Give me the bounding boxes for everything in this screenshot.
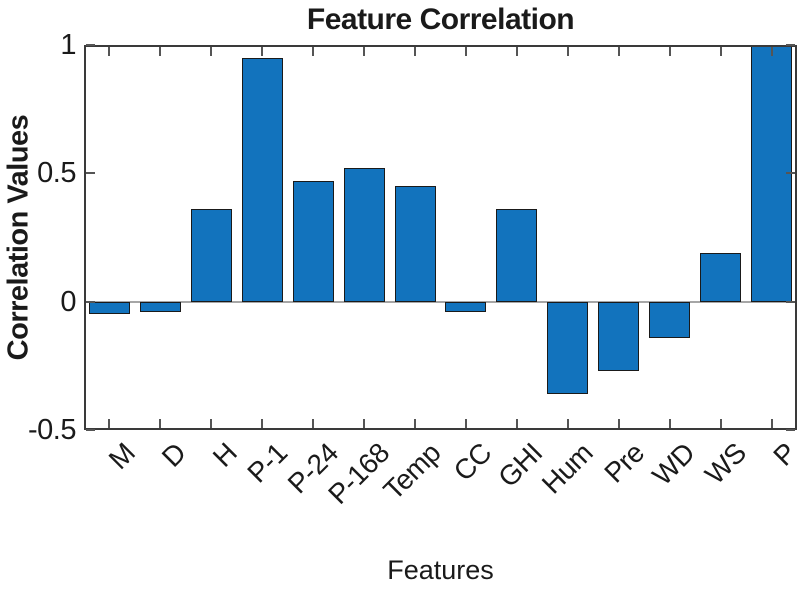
chart-title: Feature Correlation (306, 3, 575, 36)
x-tick-top (312, 47, 315, 56)
x-tick-top (464, 47, 467, 56)
x-tick-top (159, 47, 162, 56)
y-tick-right (786, 172, 795, 175)
x-tick-bottom (108, 419, 111, 428)
y-tick-label-0: 0 (60, 285, 76, 318)
bar-P-24 (292, 181, 334, 302)
bar-P-1 (241, 57, 283, 302)
bar-Temp (394, 186, 436, 302)
x-tick-top (515, 47, 518, 56)
zero-baseline (86, 300, 795, 303)
y-axis-label-container: Correlation Values (0, 45, 38, 430)
y-tick-left (86, 44, 95, 46)
x-tick-bottom (719, 419, 722, 428)
x-tick-bottom (770, 419, 773, 428)
x-tick-label-H: H (206, 437, 243, 473)
bar-M (88, 301, 130, 315)
bar-Hum (547, 301, 589, 395)
y-tick-label-1: 1 (60, 29, 76, 61)
x-tick-label-Temp: Temp (377, 437, 446, 506)
x-tick-top (108, 47, 111, 56)
bar-WD (649, 301, 691, 338)
bar-Pre (598, 301, 640, 371)
x-tick-label-CC: CC (447, 437, 497, 487)
bar-P (751, 45, 793, 302)
bar-P-168 (343, 168, 385, 302)
x-tick-top (617, 47, 620, 56)
x-tick-bottom (312, 419, 315, 428)
y-tick-right (786, 429, 795, 431)
bar-H (190, 209, 232, 302)
x-tick-bottom (210, 419, 213, 428)
x-tick-bottom (668, 419, 671, 428)
x-tick-bottom (464, 419, 467, 428)
x-tick-label-Hum: Hum (536, 437, 599, 500)
x-tick-bottom (515, 419, 518, 428)
x-tick-top (770, 47, 773, 56)
x-tick-label-P: P (767, 437, 800, 472)
x-tick-bottom (261, 419, 264, 428)
bar-D (139, 301, 181, 312)
bar-WS (700, 252, 742, 302)
bar-CC (445, 301, 487, 312)
x-tick-top (414, 47, 417, 56)
y-tick-label--0.5: -0.5 (28, 414, 76, 446)
x-tick-bottom (159, 419, 162, 428)
y-axis-label: Correlation Values (2, 114, 35, 361)
x-tick-top (566, 47, 569, 56)
y-tick-right (786, 44, 795, 46)
x-axis-label: Features (387, 555, 494, 585)
x-tick-label-WD: WD (646, 437, 701, 492)
y-tick-right (786, 300, 795, 303)
y-tick-left (86, 429, 95, 431)
x-tick-label-M: M (102, 437, 141, 476)
x-tick-top (668, 47, 671, 56)
x-tick-bottom (414, 419, 417, 428)
x-tick-top (719, 47, 722, 56)
y-tick-label-0.5: 0.5 (37, 157, 76, 190)
x-tick-bottom (363, 419, 366, 428)
x-tick-label-GHI: GHI (491, 437, 548, 494)
x-tick-label-WS: WS (698, 437, 752, 491)
x-tick-bottom (617, 419, 620, 428)
x-tick-bottom (566, 419, 569, 428)
x-tick-label-D: D (155, 437, 192, 473)
bar-GHI (496, 209, 538, 302)
y-tick-left (86, 300, 95, 303)
x-tick-top (363, 47, 366, 56)
x-tick-top (210, 47, 213, 56)
y-tick-left (86, 172, 95, 175)
x-tick-top (261, 47, 264, 56)
x-tick-label-Pre: Pre (597, 437, 650, 489)
